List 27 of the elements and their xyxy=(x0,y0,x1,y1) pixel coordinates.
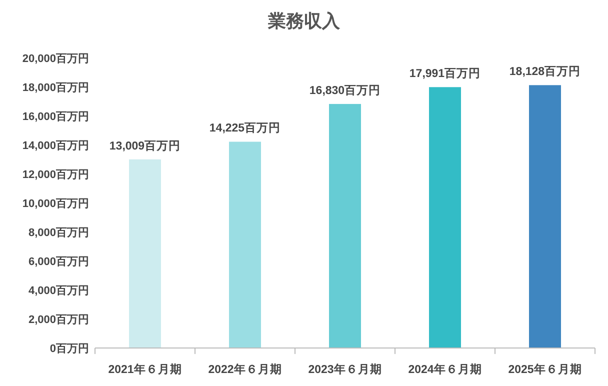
bar xyxy=(329,104,361,348)
y-tick-label: 10,000百万円 xyxy=(22,198,89,210)
data-label: 17,991百万円 xyxy=(409,67,481,80)
y-tick-label: 18,000百万円 xyxy=(22,82,89,94)
data-label: 14,225百万円 xyxy=(209,122,281,135)
y-tick-label: 8,000百万円 xyxy=(28,227,89,239)
data-label: 13,009百万円 xyxy=(109,139,181,152)
y-tick-label: 0百万円 xyxy=(50,343,89,355)
y-tick-label: 14,000百万円 xyxy=(22,140,89,152)
y-tick-label: 2,000百万円 xyxy=(28,314,89,326)
bar xyxy=(229,142,261,348)
y-tick-label: 12,000百万円 xyxy=(22,169,89,181)
x-tick-label: 2022年６月期 xyxy=(208,362,282,376)
bar xyxy=(129,159,161,348)
data-label: 16,830百万円 xyxy=(309,84,381,97)
y-tick-label: 6,000百万円 xyxy=(28,256,89,268)
y-tick-label: 4,000百万円 xyxy=(28,285,89,297)
x-tick-label: 2023年６月期 xyxy=(308,362,382,376)
y-tick-label: 16,000百万円 xyxy=(22,111,89,123)
x-tick-label: 2025年６月期 xyxy=(508,362,582,376)
x-tick-label: 2024年６月期 xyxy=(408,362,482,376)
y-tick-label: 20,000百万円 xyxy=(22,53,89,65)
chart-title: 業務収入 xyxy=(267,11,341,31)
x-tick-label: 2021年６月期 xyxy=(108,362,182,376)
bar xyxy=(529,85,561,348)
data-label: 18,128百万円 xyxy=(509,65,581,78)
bar xyxy=(429,87,461,348)
